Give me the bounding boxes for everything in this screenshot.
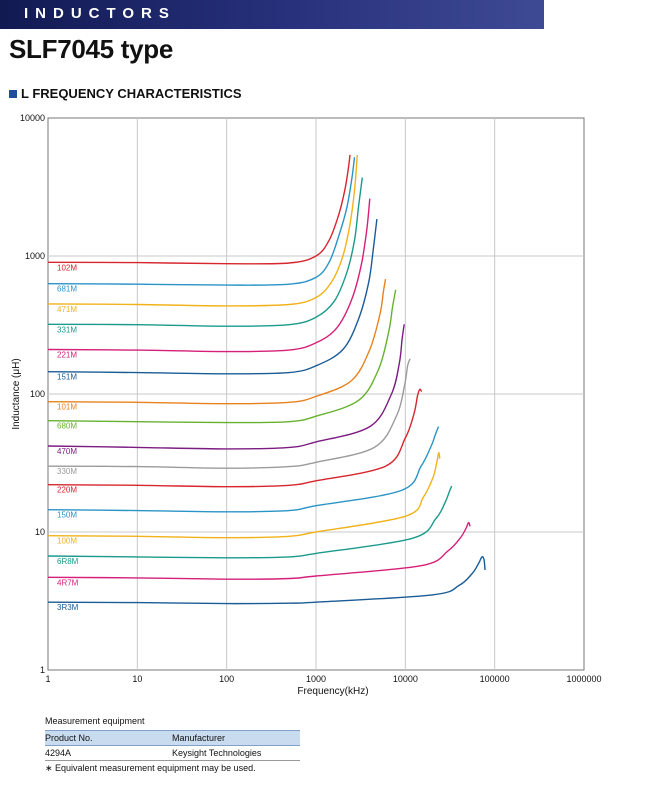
series-line-220M	[47, 388, 423, 488]
series-label-330M: 330M	[57, 467, 77, 476]
column-header-product: Product No.	[45, 730, 172, 746]
series-label-331M: 331M	[57, 325, 77, 334]
series-line-331M	[47, 177, 363, 327]
measurement-equipment: Measurement equipment Product No. Manufa…	[45, 716, 300, 774]
x-tick-label: 100	[219, 674, 234, 684]
series-line-3R3M	[47, 556, 486, 605]
series-label-471M: 471M	[57, 305, 77, 314]
y-tick-label: 1000	[25, 251, 45, 261]
measurement-note: ∗ Equivalent measurement equipment may b…	[45, 763, 256, 773]
x-axis-label: Frequency(kHz)	[297, 686, 368, 697]
series-label-3R3M: 3R3M	[57, 603, 79, 612]
series-line-681M	[47, 157, 356, 286]
series-line-221M	[47, 198, 371, 353]
series-label-220M: 220M	[57, 486, 77, 495]
measurement-title: Measurement equipment	[45, 716, 145, 726]
series-line-101M	[47, 278, 387, 405]
y-axis-label: Inductance (μH)	[11, 358, 22, 429]
banner-text: INDUCTORS	[24, 5, 176, 22]
measurement-table: Product No. Manufacturer 4294A Keysight …	[45, 730, 300, 761]
series-label-470M: 470M	[57, 447, 77, 456]
x-tick-label: 100000	[480, 674, 510, 684]
series-line-100M	[47, 452, 441, 539]
series-line-6R8M	[47, 485, 453, 559]
series-label-221M: 221M	[57, 351, 77, 360]
series-label-151M: 151M	[57, 373, 77, 382]
x-tick-label: 1	[45, 674, 50, 684]
table-row: 4294A Keysight Technologies	[45, 745, 300, 761]
series-line-470M	[47, 324, 405, 450]
x-tick-label: 1000	[306, 674, 326, 684]
series-label-681M: 681M	[57, 285, 77, 294]
x-tick-label: 10	[132, 674, 142, 684]
series-label-101M: 101M	[57, 403, 77, 412]
series-line-680M	[47, 289, 397, 424]
column-header-manufacturer: Manufacturer	[172, 730, 300, 746]
series-label-4R7M: 4R7M	[57, 578, 79, 587]
x-tick-label: 1000000	[566, 674, 601, 684]
y-tick-label: 100	[30, 389, 45, 399]
series-label-6R8M: 6R8M	[57, 557, 79, 566]
series-line-4R7M	[47, 521, 471, 580]
series-line-151M	[47, 219, 378, 375]
series-label-100M: 100M	[57, 537, 77, 546]
category-banner: INDUCTORS	[0, 0, 544, 29]
series-line-102M	[47, 154, 351, 265]
cell-product-no: 4294A	[45, 745, 172, 761]
y-tick-label: 10000	[20, 113, 45, 123]
section-heading: L FREQUENCY CHARACTERISTICS	[9, 86, 242, 101]
table-header-row: Product No. Manufacturer	[45, 730, 300, 746]
series-line-150M	[47, 426, 440, 513]
x-tick-label: 10000	[393, 674, 418, 684]
series-label-680M: 680M	[57, 422, 77, 431]
section-title: L FREQUENCY CHARACTERISTICS	[21, 86, 242, 101]
series-label-102M: 102M	[57, 263, 77, 272]
section-bullet-icon	[9, 89, 17, 98]
page-title: SLF7045 type	[9, 34, 174, 64]
y-tick-label: 10	[35, 527, 45, 537]
series-line-471M	[47, 154, 358, 307]
y-tick-label: 1	[40, 665, 45, 675]
cell-manufacturer: Keysight Technologies	[172, 745, 300, 761]
series-line-330M	[47, 358, 411, 469]
series-label-150M: 150M	[57, 511, 77, 520]
